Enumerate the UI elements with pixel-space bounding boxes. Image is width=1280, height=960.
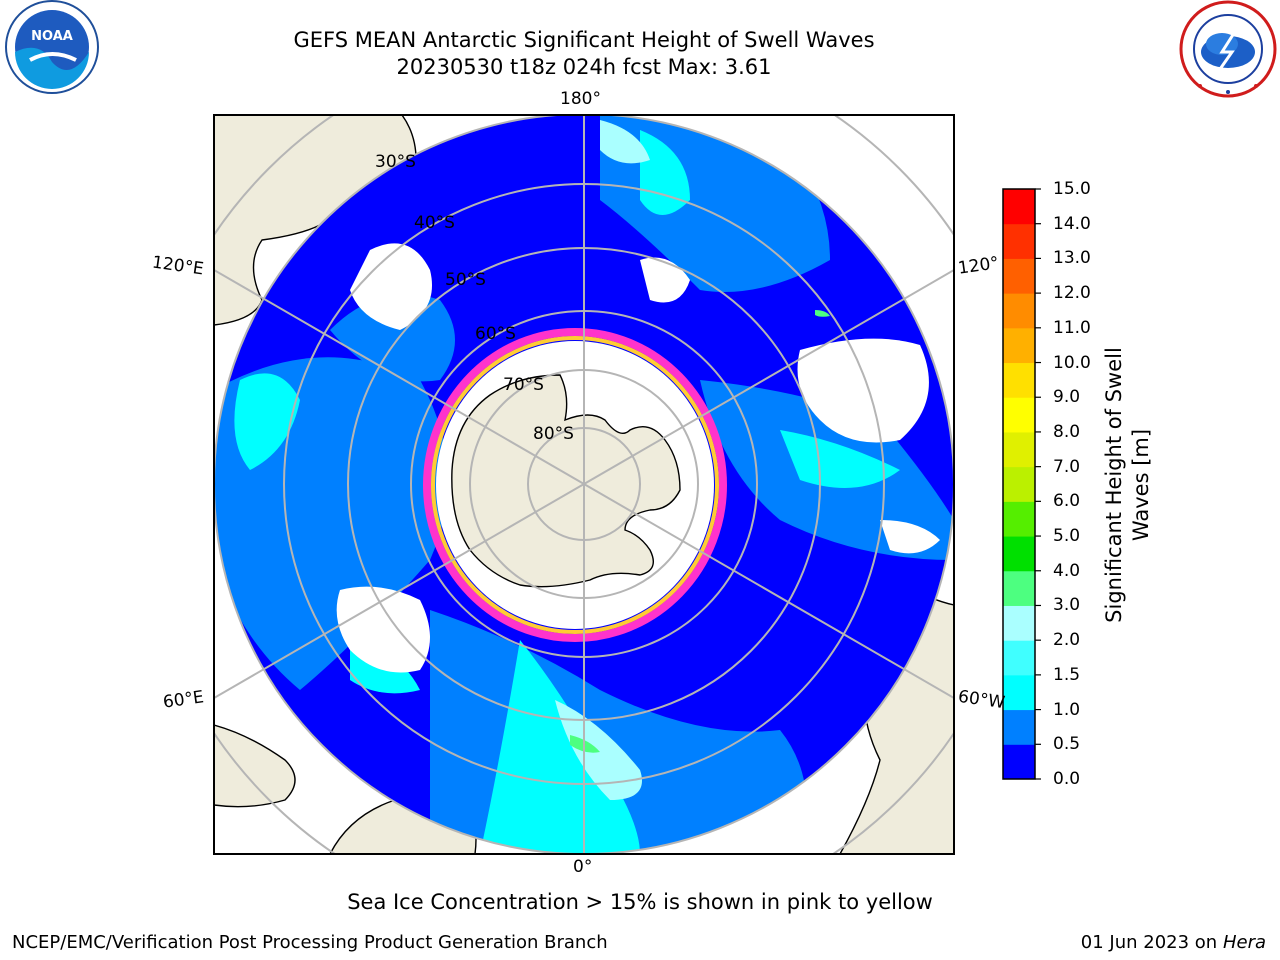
lat-label-40s: 40°S (414, 213, 455, 233)
colorbar-segment (1003, 640, 1035, 676)
colorbar-segment (1003, 605, 1035, 641)
colorbar-segment (1003, 189, 1035, 225)
colorbar-segment (1003, 466, 1035, 502)
lon-label-0: 0° (573, 857, 593, 877)
colorbar-tick-label: 13.0 (1053, 248, 1091, 269)
colorbar-tick-label: 11.0 (1053, 317, 1091, 338)
sea-ice-caption: Sea Ice Concentration > 15% is shown in … (347, 890, 933, 914)
colorbar-segment (1003, 327, 1035, 364)
colorbar-tick-label: 12.0 (1053, 283, 1091, 304)
colorbar-tick-label: 8.0 (1053, 421, 1081, 442)
nws-logo (1179, 0, 1277, 98)
lat-label-70s: 70°S (503, 375, 544, 395)
colorbar-tick-label: 3.0 (1053, 595, 1081, 616)
colorbar-segment (1003, 744, 1035, 780)
footer-credit: NCEP/EMC/Verification Post Processing Pr… (12, 932, 608, 953)
colorbar-segment (1003, 397, 1035, 433)
noaa-logo-text: NOAA (31, 29, 73, 44)
colorbar-tick-label: 5.0 (1053, 526, 1081, 547)
colorbar-segment (1003, 258, 1035, 294)
colorbar-tick-label: 10.0 (1053, 352, 1091, 373)
footer-machine: Hera (1222, 932, 1266, 953)
colorbar-frame (1002, 188, 1036, 780)
footer-date-text: 01 Jun 2023 on (1080, 932, 1218, 953)
colorbar-tick-label: 7.0 (1053, 456, 1081, 477)
lat-label-80s: 80°S (533, 424, 574, 444)
colorbar-tick-label: 0.0 (1053, 769, 1081, 789)
lon-label-180: 180° (560, 89, 601, 109)
colorbar-segment (1003, 570, 1035, 606)
lat-label-60s: 60°S (475, 324, 516, 344)
colorbar-tick-label: 15.0 (1053, 179, 1091, 199)
footer-date: 01 Jun 2023 on Hera (1081, 932, 1266, 953)
lat-label-30s: 30°S (375, 152, 416, 172)
colorbar-tick-label: 4.0 (1053, 560, 1081, 581)
colorbar-segment (1003, 674, 1035, 711)
colorbar-segment (1003, 362, 1035, 398)
graticule (214, 115, 954, 854)
colorbar-segment (1003, 501, 1035, 537)
lat-label-50s: 50°S (445, 270, 486, 290)
colorbar-segment (1003, 223, 1035, 259)
colorbar-tick-label: 0.5 (1053, 734, 1081, 755)
map-subtitle: 20230530 t18z 024h fcst Max: 3.61 (396, 55, 772, 79)
colorbar-tick-label: 14.0 (1053, 213, 1091, 234)
colorbar-segment (1003, 709, 1035, 745)
colorbar-tick-label: 1.0 (1053, 699, 1081, 720)
colorbar-segment (1003, 536, 1035, 572)
colorbar-tick-label: 2.0 (1053, 630, 1081, 651)
noaa-logo: NOAA (5, 0, 99, 94)
colorbar-tick-label: 1.5 (1053, 664, 1081, 685)
map-frame (213, 114, 955, 855)
antarctica-land (451, 374, 681, 588)
colorbar-segment (1003, 293, 1035, 329)
colorbar-tick-label: 6.0 (1053, 491, 1081, 512)
colorbar-label: Significant Height of Swell Waves [m] (1102, 347, 1153, 623)
map-title: GEFS MEAN Antarctic Significant Height o… (293, 28, 875, 52)
colorbar-tick-label: 9.0 (1053, 387, 1081, 408)
colorbar (1002, 188, 1041, 780)
colorbar-segment (1003, 431, 1035, 468)
